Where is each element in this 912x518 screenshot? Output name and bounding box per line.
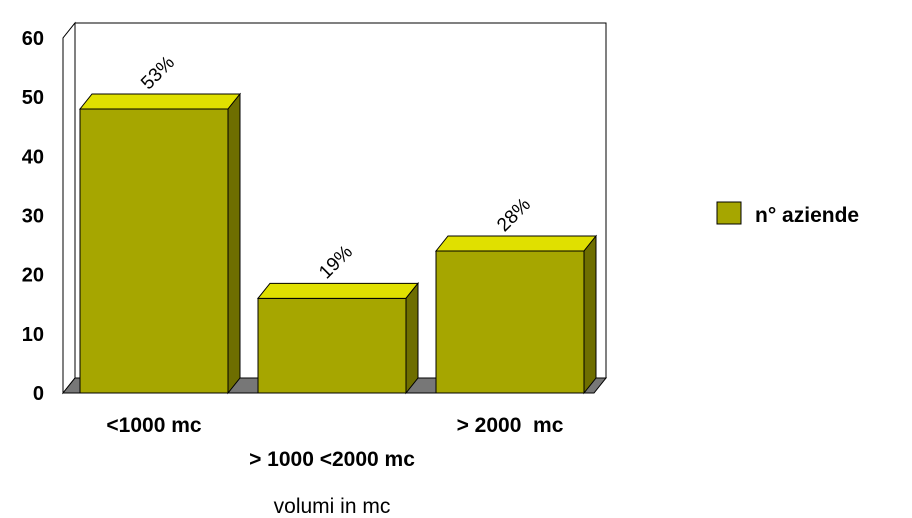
- y-tick-label: 30: [22, 206, 44, 228]
- side-wall: [62, 21, 76, 395]
- bar-front: [257, 297, 407, 394]
- bar-side: [405, 281, 419, 395]
- y-tick-label: 50: [22, 87, 44, 109]
- category-label-0: <1000 mc: [106, 414, 201, 437]
- legend: n° aziende: [716, 201, 859, 227]
- bar-0: [78, 92, 242, 395]
- y-tick-label: 10: [22, 324, 44, 346]
- bars: [78, 92, 598, 395]
- legend-label: n° aziende: [755, 204, 859, 227]
- bar-side: [583, 234, 597, 395]
- bar-top: [256, 282, 420, 299]
- y-axis-ticks: 0 10 20 30 40 50 60: [22, 28, 44, 405]
- legend-swatch: [716, 201, 742, 225]
- category-label-2: > 2000 mc: [457, 414, 564, 437]
- x-axis-label: volumi in mc: [274, 495, 391, 518]
- bar-top: [434, 235, 598, 252]
- y-tick-label: 40: [22, 146, 44, 168]
- y-tick-label: 60: [22, 28, 44, 50]
- category-label-1: > 1000 <2000 mc: [249, 448, 415, 471]
- bar-top: [78, 93, 242, 110]
- bar-2: [434, 234, 598, 395]
- bar-side: [227, 92, 241, 395]
- bar-front: [79, 108, 229, 394]
- y-tick-label: 20: [22, 265, 44, 287]
- y-tick-label: 0: [33, 383, 44, 405]
- bar-front: [435, 250, 585, 394]
- category-labels: <1000 mc > 1000 <2000 mc > 2000 mc: [106, 414, 563, 471]
- bar-1: [256, 281, 420, 395]
